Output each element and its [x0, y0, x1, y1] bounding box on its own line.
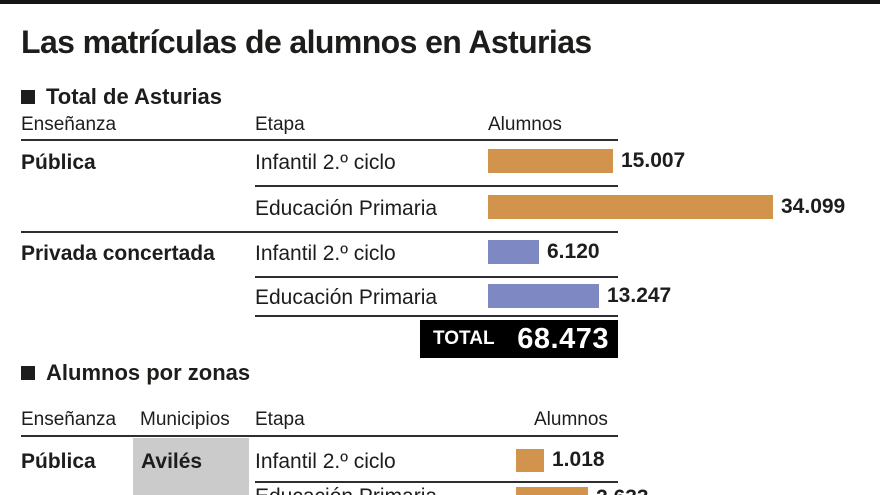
table-row: 1.018 [516, 448, 605, 472]
table-row: 15.007 [488, 149, 685, 173]
column-header-etapa: Etapa [255, 409, 305, 430]
section1-title: Total de Asturias [46, 84, 223, 109]
table-row: 2.633 [516, 486, 649, 495]
bar [516, 448, 544, 472]
row-separator [255, 276, 618, 278]
bar [488, 284, 599, 308]
column-header-alumnos: Alumnos [488, 114, 562, 135]
total-value: 68.473 [517, 322, 609, 355]
value-label: 2.633 [596, 486, 649, 495]
column-header-alumnos: Alumnos [534, 409, 608, 430]
ensenanza-label: Pública [21, 450, 96, 473]
etapa-label: Educación Primaria [255, 197, 438, 220]
value-label: 34.099 [781, 195, 846, 218]
bar [488, 149, 613, 173]
value-label: 6.120 [547, 240, 600, 263]
table-row: 34.099 [488, 195, 845, 219]
value-label: 13.247 [607, 284, 672, 307]
group-separator [21, 231, 618, 233]
table-row: 13.247 [488, 284, 671, 308]
total-label: TOTAL [433, 328, 495, 349]
section-bullet-icon [21, 90, 35, 104]
section2-header: Alumnos por zonas [21, 360, 250, 386]
bar [488, 240, 539, 264]
header-rule [21, 139, 618, 141]
row-separator [255, 481, 618, 483]
bar [516, 486, 588, 495]
section1-header: Total de Asturias [21, 84, 222, 110]
page-title: Las matrículas de alumnos en Asturias [21, 24, 592, 60]
etapa-label: Educación Primaria [255, 485, 437, 495]
column-header-municipios: Municipios [140, 409, 230, 430]
table-row: 6.120 [488, 240, 600, 264]
ensenanza-label: Pública [21, 151, 96, 174]
total-box: TOTAL 68.473 [420, 320, 618, 358]
value-label: 15.007 [621, 149, 686, 172]
etapa-label: Educación Primaria [255, 286, 438, 309]
value-label: 1.018 [552, 448, 605, 471]
municipio-label: Avilés [141, 450, 203, 473]
ensenanza-label: Privada concertada [21, 242, 215, 265]
column-header-etapa: Etapa [255, 114, 305, 135]
bar [488, 195, 773, 219]
etapa-label: Infantil 2.º ciclo [255, 450, 396, 473]
etapa-label: Infantil 2.º ciclo [255, 151, 396, 174]
etapa-label: Infantil 2.º ciclo [255, 242, 396, 265]
municipio-highlight-cell [133, 438, 249, 495]
section-bullet-icon [21, 366, 35, 380]
header-rule [21, 435, 618, 437]
top-rule [0, 0, 880, 4]
section2-title: Alumnos por zonas [46, 360, 251, 385]
row-separator [255, 185, 618, 187]
column-header-ensenanza: Enseñanza [21, 114, 117, 135]
column-header-ensenanza: Enseñanza [21, 409, 117, 430]
row-separator [255, 315, 618, 317]
